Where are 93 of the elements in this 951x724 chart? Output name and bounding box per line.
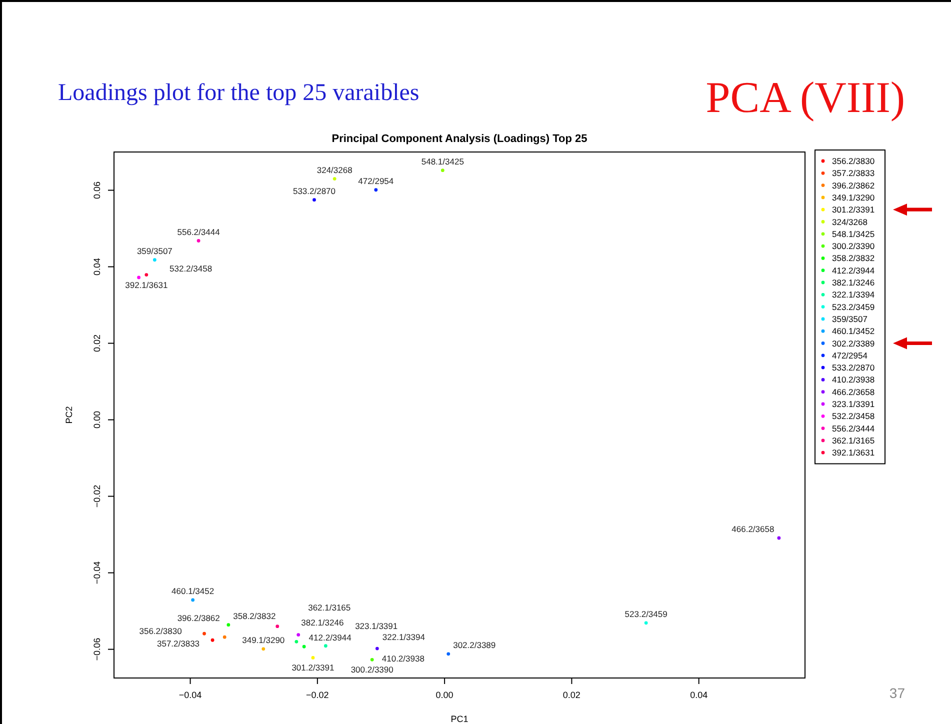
text: 460.1/3452 — [172, 586, 214, 596]
legend-label: 362.1/3165 — [832, 435, 875, 446]
point — [374, 188, 378, 192]
x-tick-label: −0.04 — [178, 690, 202, 700]
text: 532.2/3458 — [170, 263, 212, 274]
text: 324/3268 — [316, 164, 352, 175]
point — [222, 635, 226, 639]
point — [302, 644, 306, 648]
point — [276, 624, 280, 628]
text: 410.2/3938 — [382, 654, 424, 664]
y-axis-title: PC2 — [64, 406, 74, 424]
x-tick-label: −0.02 — [306, 690, 329, 700]
point — [296, 633, 300, 636]
legend-label: 556.2/3444 — [832, 423, 875, 434]
text: 412.2/3944 — [308, 632, 352, 643]
chart-title: Principal Component Analysis (Loadings) Top 25 — [332, 133, 588, 145]
legend-label: 412.2/3944 — [832, 265, 875, 276]
text: 302.2/3389 — [453, 640, 496, 650]
point — [196, 239, 200, 242]
text: 556.2/3444 — [177, 226, 220, 237]
y-tick-label: −0.06 — [92, 638, 102, 661]
legend-label: 382.1/3246 — [832, 278, 875, 288]
point — [262, 647, 266, 651]
point — [191, 598, 195, 602]
point — [312, 198, 316, 202]
text: PCA (VIII) — [706, 73, 905, 122]
legend-label: 396.2/3862 — [832, 180, 875, 190]
text: 396.2/3862 — [177, 613, 220, 624]
legend-label: 356.2/3830 — [832, 156, 875, 166]
legend-label: 324/3268 — [832, 216, 868, 227]
legend-label: 472/2954 — [832, 350, 868, 360]
y-tick-label: 0.00 — [92, 411, 102, 429]
text: 548.1/3425 — [421, 156, 464, 166]
text: 349.1/3290 — [242, 634, 285, 645]
point — [370, 658, 374, 662]
legend-label: 392.1/3631 — [832, 448, 875, 458]
legend-label: 548.1/3425 — [832, 228, 875, 239]
legend-label: 410.2/3938 — [832, 374, 875, 385]
legend-label: 349.1/3290 — [832, 192, 875, 202]
legend-label: 358.2/3832 — [832, 253, 875, 264]
text: 357.2/3833 — [156, 638, 200, 649]
point — [446, 652, 450, 656]
point — [137, 276, 140, 280]
text: 323.1/3391 — [355, 620, 398, 631]
text: 382.1/3246 — [301, 618, 344, 628]
legend-label: 359/3507 — [832, 314, 868, 324]
text: 533.2/2870 — [292, 186, 336, 196]
text: 301.2/3391 — [292, 662, 334, 673]
y-tick-label: 0.02 — [92, 334, 102, 352]
y-tick-label: 0.06 — [92, 181, 102, 200]
legend-label: 323.1/3391 — [832, 399, 875, 409]
y-tick-label: −0.02 — [92, 484, 102, 508]
point — [210, 638, 214, 642]
chart-subtitle: Loadings plot for the top 25 varaibles — [58, 80, 420, 106]
text: 523.2/3459 — [624, 608, 668, 619]
text: 300.2/3390 — [350, 664, 394, 675]
point — [644, 621, 648, 625]
text: 472/2954 — [358, 176, 394, 186]
point — [294, 640, 298, 644]
legend-label: 302.2/3389 — [832, 338, 875, 348]
y-tick-label: −0.04 — [92, 561, 102, 584]
text: 322.1/3394 — [382, 632, 425, 642]
text: 358.2/3832 — [233, 610, 276, 621]
point — [324, 644, 328, 648]
legend-label: 460.1/3452 — [832, 326, 875, 336]
y-tick-label: 0.04 — [92, 258, 102, 276]
point — [152, 258, 156, 262]
legend-label: 301.2/3391 — [832, 204, 875, 215]
legend-label: 300.2/3390 — [832, 241, 875, 252]
text: 362.1/3165 — [308, 602, 351, 612]
point — [202, 632, 206, 636]
text: 37 — [889, 685, 906, 701]
x-axis-title: PC1 — [450, 714, 468, 724]
point — [311, 656, 315, 660]
point — [440, 168, 444, 172]
legend-label: 466.2/3658 — [832, 386, 875, 397]
x-tick-label: 0.02 — [562, 690, 580, 700]
x-tick-label: 0.04 — [690, 690, 708, 700]
point — [226, 623, 230, 627]
point — [777, 536, 781, 540]
text: 356.2/3830 — [139, 626, 182, 636]
legend-label: 523.2/3459 — [832, 302, 875, 312]
legend-label: 533.2/2870 — [832, 362, 875, 373]
legend-label: 357.2/3833 — [832, 168, 875, 178]
text: 466.2/3658 — [732, 524, 774, 534]
point — [144, 273, 148, 276]
legend-label: 532.2/3458 — [832, 411, 875, 422]
text: 392.1/3631 — [125, 280, 168, 290]
text: 359/3507 — [136, 246, 172, 256]
point — [375, 646, 379, 650]
point — [332, 177, 336, 180]
legend-label: 322.1/3394 — [832, 290, 875, 300]
x-tick-label: 0.00 — [436, 690, 454, 700]
